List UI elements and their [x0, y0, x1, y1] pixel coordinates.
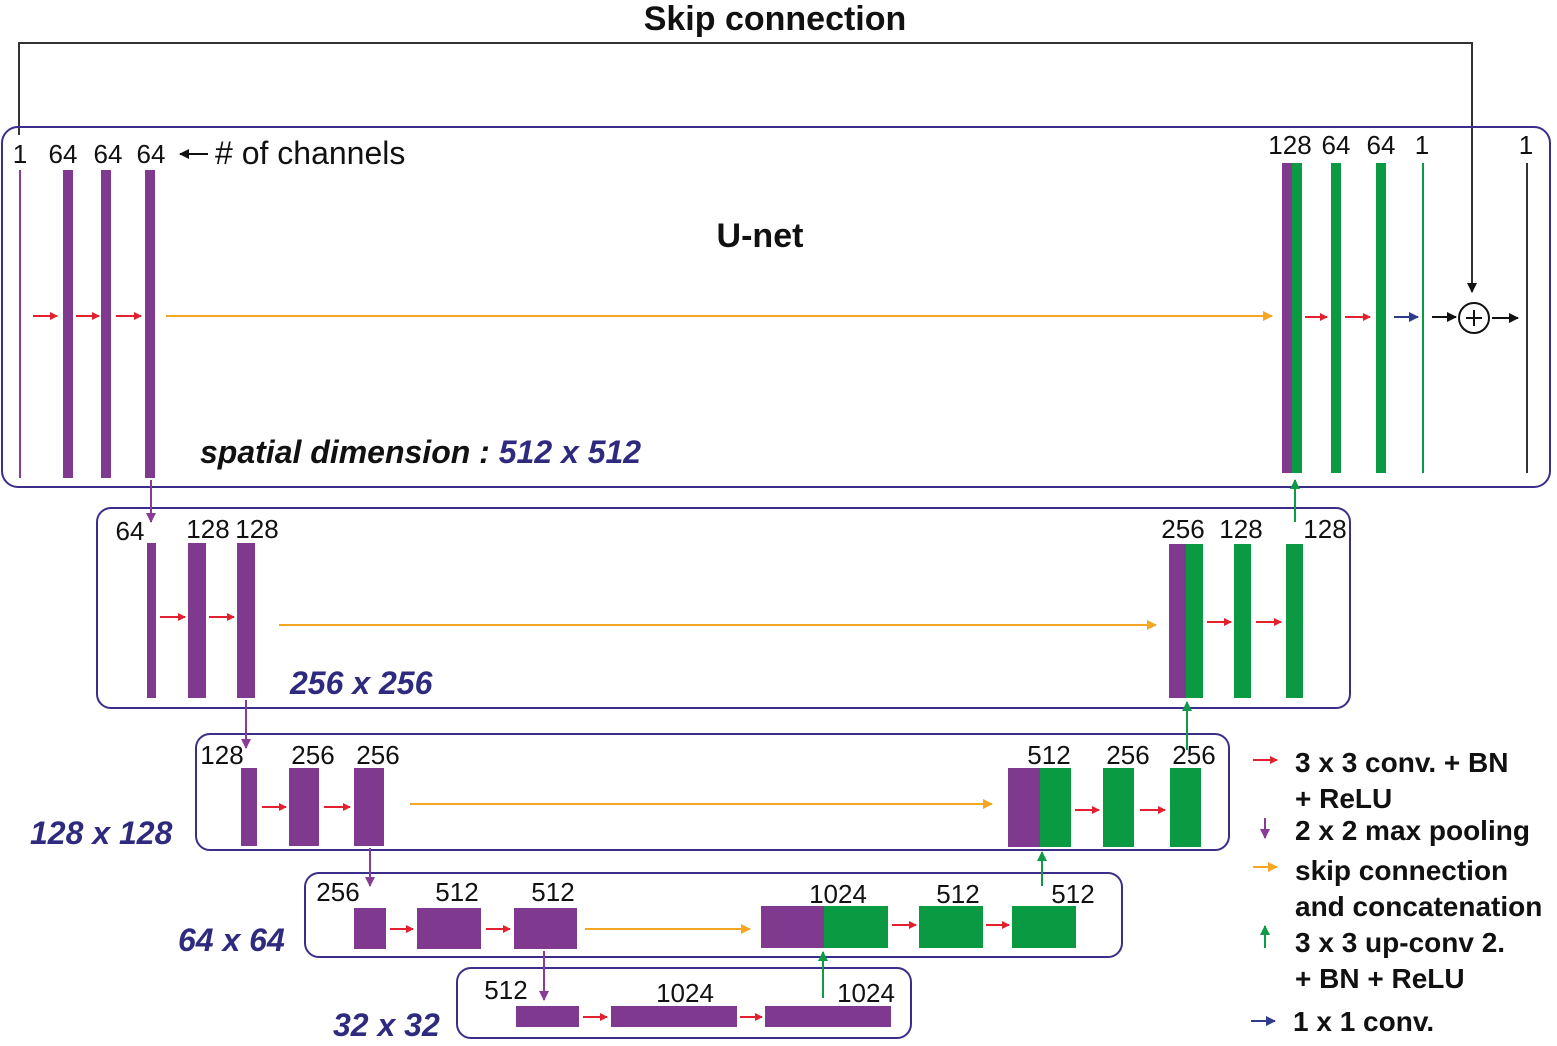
l2-concat-green [1186, 544, 1203, 698]
l4-dec-label-2: 512 [936, 879, 979, 909]
l5-bar-3 [765, 1006, 891, 1027]
l2-dec-label-3: 128 [1303, 514, 1346, 544]
l5-enc-label-1: 512 [484, 975, 527, 1005]
unet-title: U-net [717, 217, 804, 255]
legend-upconv-line-1: 3 x 3 up-conv 2. [1295, 927, 1505, 958]
l3-dim-value: 128 x 128 [30, 815, 173, 851]
l1-dec-bar-1 [1331, 163, 1341, 473]
l5-dim-value: 32 x 32 [333, 1007, 440, 1043]
l2-enc-label-2: 128 [186, 514, 229, 544]
l3-dec-bar-2 [1170, 768, 1201, 847]
level-4-frame [304, 872, 1123, 958]
l1-dec-label-3: 64 [1367, 130, 1396, 160]
l5-bar-1 [516, 1006, 579, 1027]
l3-enc-label-1: 128 [200, 740, 243, 770]
l3-concat-green [1040, 768, 1071, 847]
level-2-frame [96, 507, 1351, 709]
l2-concat-purple [1169, 544, 1186, 698]
l4-concat-green [824, 906, 888, 948]
l3-enc-label-2: 256 [291, 740, 334, 770]
l1-enc-bar-2 [101, 170, 111, 478]
l4-enc-label-3: 512 [531, 877, 574, 907]
l2-enc-bar-2 [188, 543, 206, 698]
l1-concat-purple [1282, 163, 1292, 473]
l4-enc-label-1: 256 [316, 877, 359, 907]
l4-concat-purple [761, 906, 824, 948]
legend-skip-line-1: skip connection [1295, 855, 1508, 886]
l2-dec-label-1: 256 [1161, 514, 1204, 544]
l3-dec-label-3: 256 [1172, 740, 1215, 770]
l2-dim-value: 256 x 256 [289, 665, 433, 701]
l4-enc-label-2: 512 [435, 877, 478, 907]
skip-connection-title: Skip connection [644, 0, 907, 38]
legend-conv-line-1: 3 x 3 conv. + BN [1295, 747, 1508, 778]
l2-dec-bar-1 [1234, 544, 1251, 698]
l3-enc-label-3: 256 [356, 740, 399, 770]
l4-dec-bar-2 [1012, 906, 1076, 948]
l1-enc-label-1: 1 [13, 139, 27, 169]
legend-conv-line-2: + ReLU [1295, 783, 1392, 814]
level-1-frame [1, 126, 1551, 488]
l1-dim-value: 512 x 512 [499, 434, 642, 470]
l2-dec-label-2: 128 [1219, 514, 1262, 544]
l1-dec-label-5: 1 [1519, 130, 1533, 160]
legend-1x1-line-1: 1 x 1 conv. [1293, 1006, 1434, 1037]
l1-dec-label-2: 64 [1322, 130, 1351, 160]
l3-enc-bar-2 [289, 768, 319, 846]
l2-enc-bar-1 [147, 543, 156, 698]
l1-enc-label-4: 64 [137, 139, 166, 169]
l1-dec-bar-2 [1376, 163, 1386, 473]
l4-enc-bar-2 [417, 908, 481, 949]
l1-concat-green [1292, 163, 1302, 473]
l2-enc-label-3: 128 [235, 514, 278, 544]
l4-dec-label-3: 512 [1051, 879, 1094, 909]
legend: 3 x 3 conv. + BN + ReLU 2 x 2 max poolin… [1251, 747, 1542, 1037]
level-5-frame [456, 967, 912, 1039]
l4-enc-bar-3 [514, 908, 577, 949]
l3-enc-bar-1 [241, 768, 257, 846]
l4-dim-value: 64 x 64 [178, 922, 285, 958]
l3-enc-bar-3 [354, 768, 384, 846]
legend-skip-line-2: and concatenation [1295, 891, 1542, 922]
l1-spatial-dimension: spatial dimension : 512 x 512 [200, 434, 641, 470]
global-skip-connection-line [18, 42, 1477, 293]
l2-dec-bar-2 [1286, 544, 1303, 698]
legend-pool-line-1: 2 x 2 max pooling [1295, 815, 1530, 846]
l5-enc-label-3: 1024 [837, 978, 895, 1008]
l4-enc-bar-1 [354, 908, 386, 949]
legend-upconv-line-2: + BN + ReLU [1295, 963, 1465, 994]
l1-dim-prefix: spatial dimension : [200, 434, 499, 470]
channels-note: # of channels [215, 135, 405, 171]
l1-dec-label-4: 1 [1415, 130, 1429, 160]
l3-dec-label-1: 512 [1027, 740, 1070, 770]
l1-enc-bar-3 [145, 170, 155, 478]
l2-enc-bar-3 [237, 543, 255, 698]
l1-enc-label-3: 64 [94, 139, 123, 169]
l3-concat-purple [1008, 768, 1040, 847]
l4-dec-label-1: 1024 [809, 879, 867, 909]
l2-enc-label-1: 64 [116, 516, 145, 546]
l1-enc-label-2: 64 [49, 139, 78, 169]
l1-enc-bar-1 [63, 170, 73, 478]
l3-dec-bar-1 [1103, 768, 1134, 847]
l5-enc-label-2: 1024 [656, 978, 714, 1008]
l4-dec-bar-1 [919, 906, 983, 948]
level-3-frame [195, 733, 1230, 851]
l1-dec-label-1: 128 [1268, 130, 1311, 160]
l5-bar-2 [611, 1006, 737, 1027]
l3-dec-label-2: 256 [1106, 740, 1149, 770]
